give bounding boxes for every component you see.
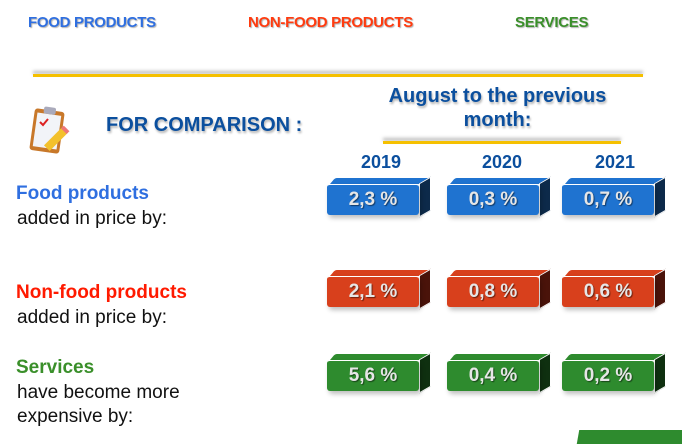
value-label: 2,1 % <box>327 276 419 307</box>
period-title: August to the previous month: <box>388 85 607 131</box>
row-label-food: Food products <box>16 183 149 204</box>
box-side <box>654 268 666 310</box>
value-label: 0,4 % <box>447 360 539 391</box>
period-divider <box>383 141 621 144</box>
category-services: SERVICES <box>515 14 589 31</box>
box-side <box>539 352 551 394</box>
value-box: 0,7 % <box>562 176 666 220</box>
comparison-title: FOR COMPARISON : <box>106 114 303 136</box>
value-box: 0,2 % <box>562 352 666 396</box>
value-label: 0,3 % <box>447 184 539 215</box>
year-2019: 2019 <box>360 152 402 172</box>
row-sub-services: have become more expensive by: <box>17 382 180 427</box>
row-sub-non-food: added in price by: <box>17 307 167 328</box>
year-2021: 2021 <box>594 152 636 172</box>
value-box: 5,6 % <box>327 352 431 396</box>
green-shape <box>576 430 682 444</box>
value-label: 5,6 % <box>327 360 419 391</box>
row-sub-food: added in price by: <box>17 208 167 229</box>
category-food-products: FOOD PRODUCTS <box>28 14 156 31</box>
value-box: 2,1 % <box>327 268 431 312</box>
value-label: 2,3 % <box>327 184 419 215</box>
value-label: 0,2 % <box>562 360 654 391</box>
year-2020: 2020 <box>481 152 523 172</box>
value-box: 0,3 % <box>447 176 551 220</box>
box-side <box>539 176 551 218</box>
box-side <box>539 268 551 310</box>
row-label-services: Services <box>16 357 95 378</box>
value-box: 0,6 % <box>562 268 666 312</box>
box-side <box>419 176 431 218</box>
box-side <box>654 176 666 218</box>
box-side <box>654 352 666 394</box>
value-label: 0,7 % <box>562 184 654 215</box>
divider <box>33 74 643 77</box>
clipboard-pencil-icon <box>26 104 80 158</box>
box-side <box>419 268 431 310</box>
value-label: 0,6 % <box>562 276 654 307</box>
value-box: 2,3 % <box>327 176 431 220</box>
row-label-non-food: Non-food products <box>16 282 187 303</box>
value-box: 0,8 % <box>447 268 551 312</box>
box-side <box>419 352 431 394</box>
value-box: 0,4 % <box>447 352 551 396</box>
value-label: 0,8 % <box>447 276 539 307</box>
category-non-food-products: NON-FOOD PRODUCTS <box>248 14 413 31</box>
